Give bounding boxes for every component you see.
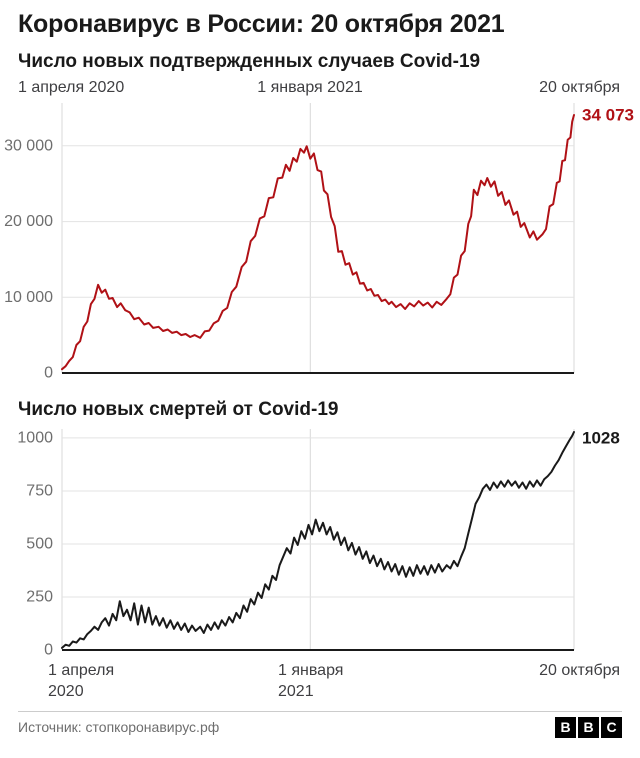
- y-tick-label: 750: [26, 483, 53, 500]
- bbc-logo: B B C: [555, 716, 622, 738]
- x-axis-label: 1 апреля 2020: [18, 79, 125, 96]
- x-axis-label: 1 января 2021: [278, 662, 344, 700]
- footer: Источник: стопкоронавирус.рф B B C: [18, 716, 622, 738]
- cases-end-value-label: 34 073: [582, 106, 634, 125]
- deaths-line-chart: 0 250 500 750 1000 1028: [17, 429, 620, 658]
- deaths-end-value-label: 1028: [582, 429, 620, 448]
- y-tick-label: 500: [26, 536, 53, 553]
- source-text: Источник: стопкоронавирус.рф: [18, 719, 220, 735]
- page-title: Коронавирус в России: 20 октября 2021: [18, 10, 505, 38]
- y-tick-label: 250: [26, 589, 53, 606]
- x-axis-label: 20 октября: [539, 79, 620, 96]
- x-axis-label: 1 апреля 2020: [48, 662, 115, 700]
- bbc-logo-letter: C: [601, 716, 622, 738]
- page: Коронавирус в России: 20 октября 2021 Чи…: [0, 10, 640, 758]
- deaths-section: Число новых смертей от Covid-19 0 250 500 7…: [0, 399, 640, 705]
- footer-divider: [18, 711, 622, 712]
- cases-line-chart: 0 10 000 20 000 30 000 34 073: [4, 103, 634, 382]
- cases-chart-title: Число новых подтвержденных случаев Covid…: [18, 51, 481, 72]
- bbc-logo-letter: B: [555, 716, 576, 738]
- bbc-logo-letter: B: [578, 716, 599, 738]
- deaths-chart-title: Число новых смертей от Covid-19: [18, 399, 339, 420]
- x-axis-label: 20 октября: [539, 662, 620, 679]
- cases-line: [61, 114, 575, 371]
- y-tick-label: 0: [44, 365, 53, 382]
- cases-x-axis-labels: 1 апреля 2020 1 января 2021 20 октября: [0, 79, 640, 101]
- x-axis-label: 1 января 2021: [257, 79, 363, 96]
- deaths-line: [61, 431, 575, 649]
- y-tick-label: 30 000: [4, 137, 53, 154]
- deaths-x-axis-labels: 1 апреля 2020 1 января 2021 20 октября: [0, 661, 640, 705]
- y-tick-label: 10 000: [4, 289, 53, 306]
- y-tick-label: 1000: [17, 429, 53, 446]
- y-tick-label: 0: [44, 642, 53, 658]
- cases-section: Число новых подтвержденных случаев Covid…: [0, 51, 640, 387]
- y-tick-label: 20 000: [4, 213, 53, 230]
